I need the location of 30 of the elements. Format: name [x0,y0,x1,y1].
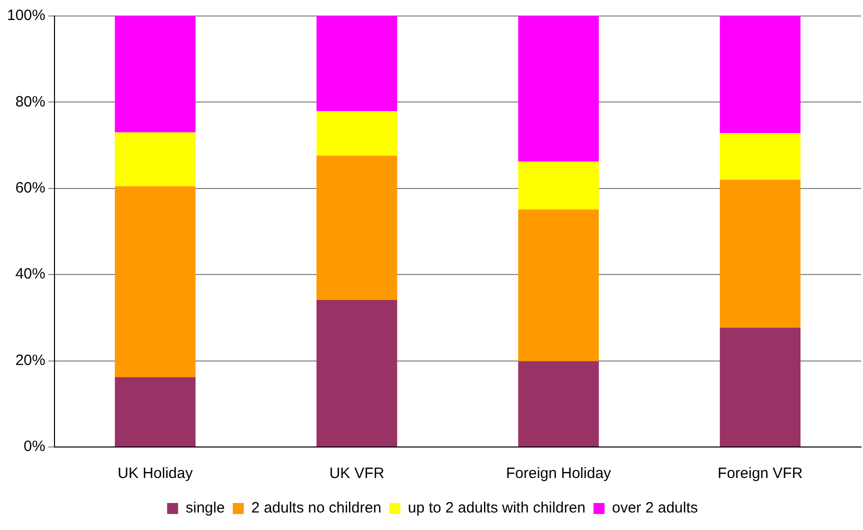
bar [316,16,398,112]
y-tick-label: 20% [15,352,46,369]
bar [114,186,196,378]
y-tick-label: 0% [24,438,46,456]
bar [316,300,398,446]
bar [720,133,801,180]
x-tick-label: Foreign Holiday [506,465,612,482]
bar [518,210,599,362]
bar [114,132,196,186]
bar [518,162,599,210]
bar [518,361,599,446]
bar [316,111,398,156]
y-tick-label: 100% [6,7,46,24]
bar [114,16,196,132]
bar [114,377,196,446]
bar [316,156,398,300]
bar [720,180,801,328]
bar [720,16,801,134]
x-tick-label: Foreign VFR [718,465,803,482]
bar [720,328,801,446]
y-tick-label: 60% [15,180,46,197]
y-tick-label: 40% [15,266,46,283]
y-tick-label: 80% [15,93,46,110]
legend-label: 2 adults no children [251,500,382,517]
legend-label: single [186,500,225,517]
legend-label: up to 2 adults with children [408,500,586,517]
legend-label: over 2 adults [612,500,698,517]
x-tick-label: UK Holiday [118,465,194,482]
x-tick-label: UK VFR [329,465,385,482]
bar [518,16,599,162]
